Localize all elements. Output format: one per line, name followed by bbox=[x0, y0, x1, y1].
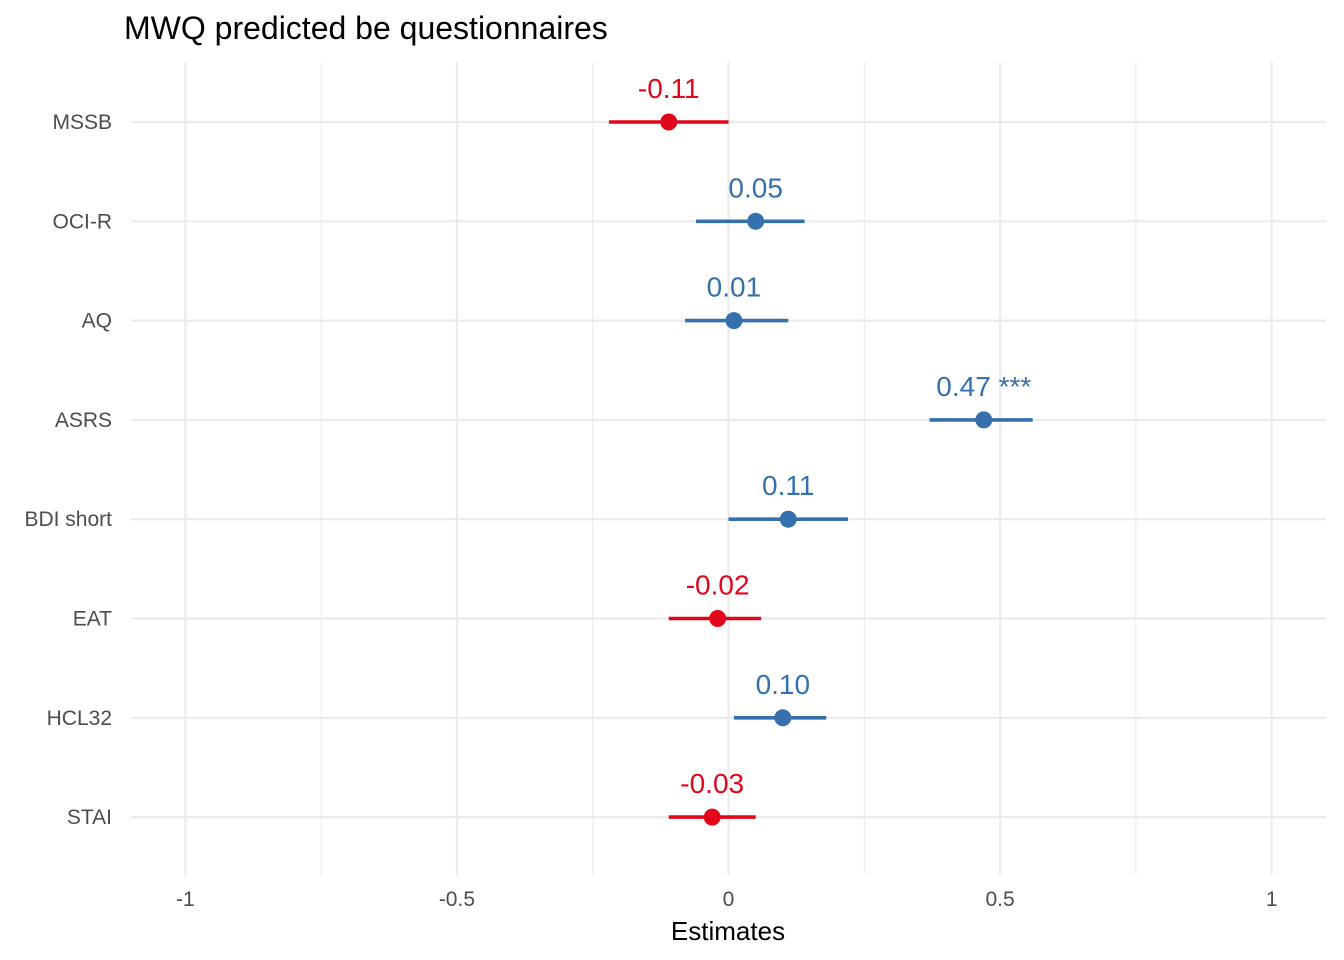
x-axis-label: Estimates bbox=[671, 916, 785, 946]
x-tick-label: -0.5 bbox=[439, 888, 475, 911]
y-tick-label: ASRS bbox=[55, 409, 112, 432]
y-tick-label: AQ bbox=[82, 310, 112, 333]
y-tick-label: HCL32 bbox=[47, 707, 112, 730]
estimate-point bbox=[709, 610, 727, 627]
y-tick-label: MSSB bbox=[52, 111, 112, 134]
estimate-stai: -0.03 bbox=[668, 768, 756, 826]
estimate-label: 0.01 bbox=[707, 272, 762, 303]
estimate-point bbox=[703, 808, 721, 826]
estimate-label: -0.02 bbox=[686, 570, 750, 601]
estimate-label: 0.05 bbox=[728, 172, 783, 203]
estimate-bdi-short: 0.11 bbox=[728, 470, 848, 528]
x-tick-label: 0 bbox=[723, 888, 735, 911]
estimate-point bbox=[660, 113, 678, 131]
estimates-layer: -0.11 0.05 0.01 0.47 *** 0.11 -0.02 0.10 -0.03 bbox=[609, 73, 1033, 826]
y-axis: MSSB OCI-R AQ ASRS BDI short EAT HCL32 STAI bbox=[24, 111, 112, 829]
x-tick-label: 0.5 bbox=[985, 888, 1014, 911]
y-tick-label: BDI short bbox=[24, 508, 112, 531]
x-axis: -1 -0.5 0 0.5 1 bbox=[176, 888, 1278, 911]
estimate-eat: -0.02 bbox=[668, 570, 762, 627]
x-tick-label: -1 bbox=[176, 888, 195, 911]
estimate-mssb: -0.11 bbox=[609, 73, 729, 131]
estimate-label: -0.03 bbox=[680, 768, 744, 799]
estimate-label: 0.10 bbox=[756, 669, 811, 700]
estimate-oci-r: 0.05 bbox=[695, 172, 805, 230]
estimate-point bbox=[779, 510, 797, 528]
y-tick-label: EAT bbox=[73, 608, 112, 631]
estimate-label: -0.11 bbox=[638, 73, 700, 104]
estimate-point bbox=[747, 212, 765, 230]
estimate-hcl32: 0.10 bbox=[733, 669, 827, 727]
estimate-point bbox=[975, 411, 993, 429]
x-tick-label: 1 bbox=[1266, 888, 1278, 911]
estimate-aq: 0.01 bbox=[685, 272, 789, 330]
estimate-label: 0.11 bbox=[762, 470, 814, 501]
estimate-label: 0.47 *** bbox=[936, 371, 1031, 402]
estimate-asrs: 0.47 *** bbox=[929, 371, 1033, 429]
chart-title: MWQ predicted be questionnaires bbox=[124, 10, 608, 46]
y-tick-label: OCI-R bbox=[53, 210, 113, 233]
y-tick-label: STAI bbox=[67, 806, 112, 829]
estimate-point bbox=[774, 709, 792, 727]
estimate-point bbox=[725, 312, 743, 330]
